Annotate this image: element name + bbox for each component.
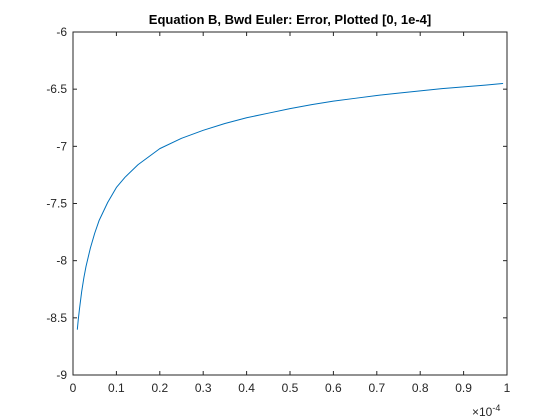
x-axis-ticks	[72, 32, 508, 375]
y-tick-label: -6.5	[46, 82, 67, 96]
y-tick-label: -6	[56, 25, 67, 39]
x-tick-label: 0.8	[412, 381, 429, 395]
series-group	[76, 82, 504, 330]
y-axis-ticks	[73, 31, 507, 376]
x-tick-label: 1	[504, 381, 511, 395]
x-tick-label: 0.2	[151, 381, 168, 395]
series-line-error	[76, 82, 504, 330]
x-tick-label: 0.9	[455, 381, 472, 395]
x-tick-label: 0.6	[325, 381, 342, 395]
y-tick-label: -7	[56, 139, 67, 153]
x-axis-tick-labels: 0 0.1 0.2 0.3 0.4 0.5 0.6 0.7 0.8 0.9 1	[70, 381, 511, 395]
x-tick-label: 0.3	[195, 381, 212, 395]
y-tick-label: -8.5	[46, 311, 67, 325]
x-axis-multiplier: ×10-4	[472, 403, 500, 419]
x-tick-label: 0.4	[238, 381, 255, 395]
y-tick-label: -7.5	[46, 197, 67, 211]
x-axis-multiplier-exponent: -4	[492, 403, 500, 413]
chart-title: Equation B, Bwd Euler: Error, Plotted [0…	[149, 12, 431, 27]
plot-area	[72, 31, 508, 376]
x-tick-label: 0.5	[282, 381, 299, 395]
x-tick-label: 0	[70, 381, 77, 395]
x-tick-label: 0.1	[108, 381, 125, 395]
x-tick-label: 0.7	[368, 381, 385, 395]
x-axis-multiplier-base: ×10	[472, 405, 493, 419]
y-tick-label: -8	[56, 254, 67, 268]
axes-box	[72, 31, 508, 376]
y-axis-tick-labels: -6 -6.5 -7 -7.5 -8 -8.5 -9	[46, 25, 67, 382]
y-tick-label: -9	[56, 368, 67, 382]
